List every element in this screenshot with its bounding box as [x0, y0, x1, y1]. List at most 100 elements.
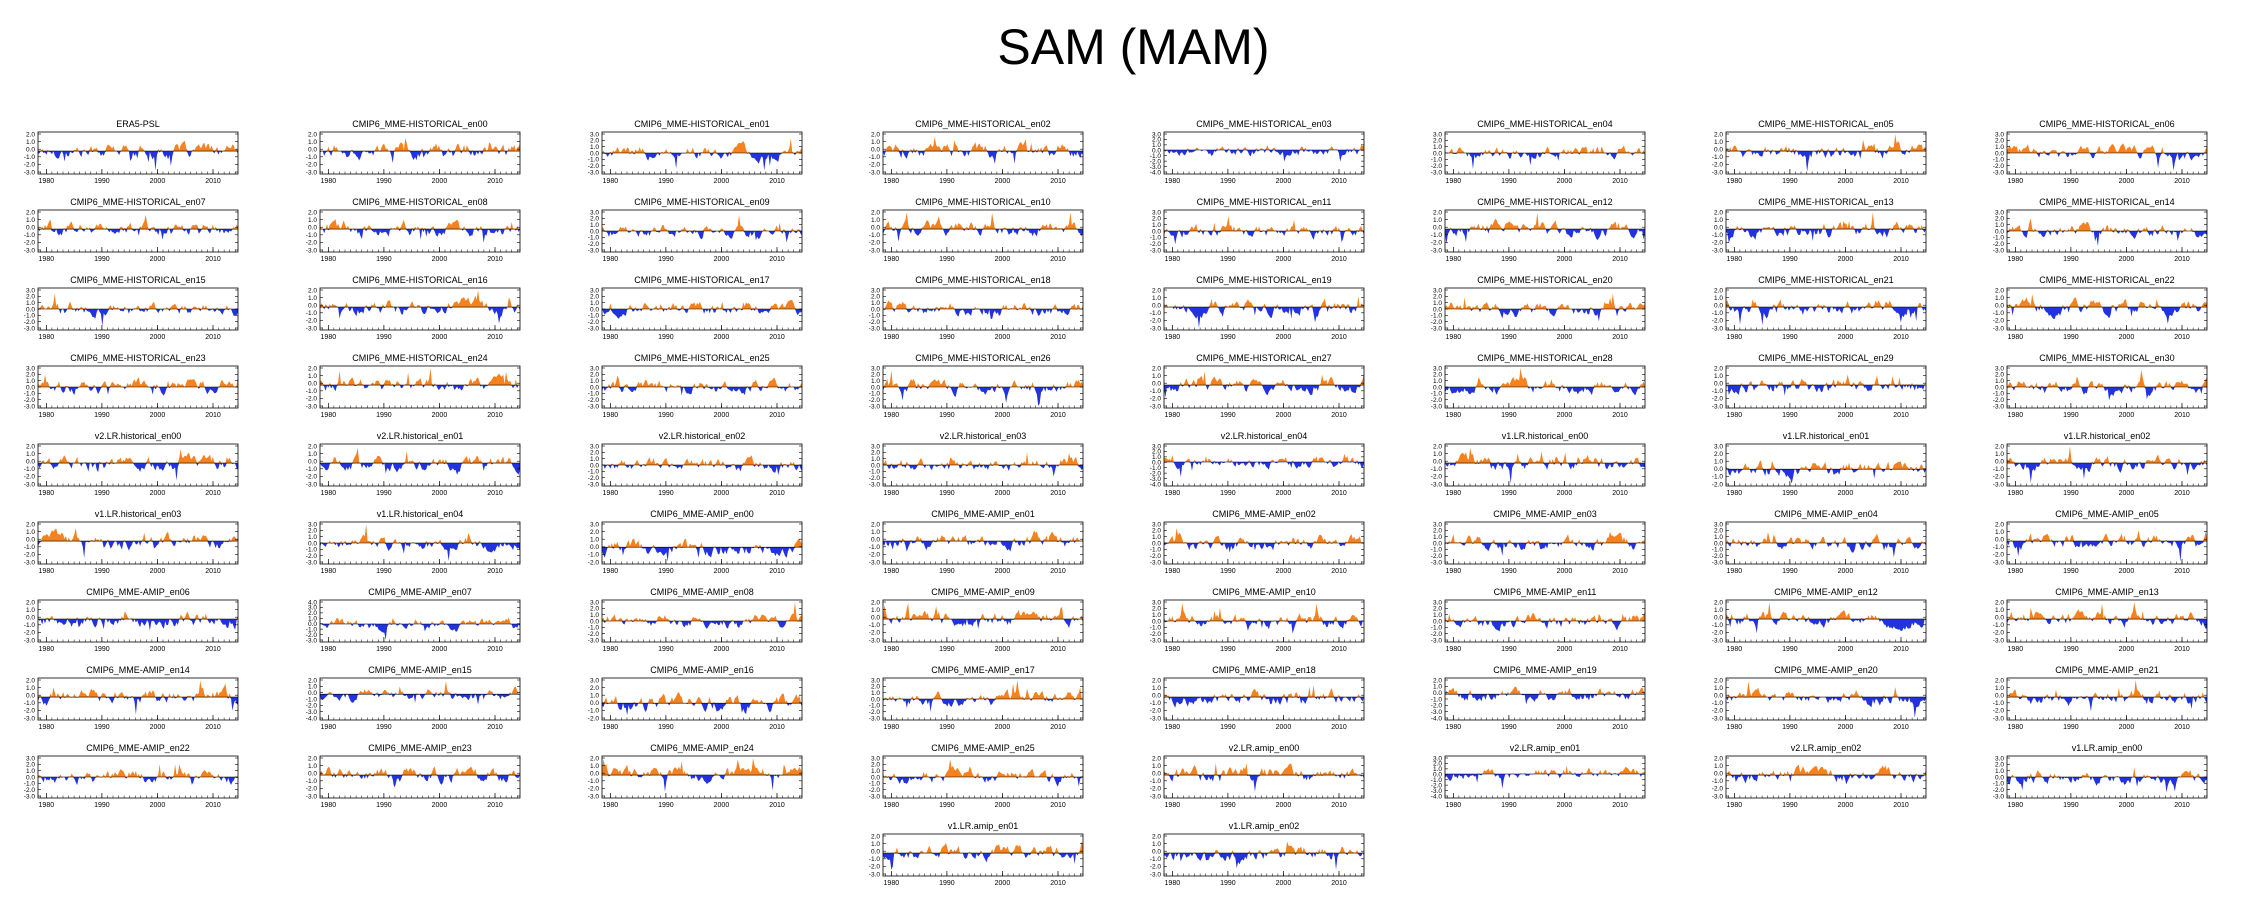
- x-tick-label: 1990: [2063, 256, 2079, 263]
- y-tick-label: -1.0: [588, 552, 600, 559]
- y-tick-label: -3.0: [1712, 793, 1724, 800]
- negative-area: [38, 151, 238, 171]
- chart-panel: v2.LR.historical_en012.01.00.0-1.0-2.0-3…: [306, 431, 520, 497]
- x-tick-label: 1990: [658, 724, 674, 731]
- x-tick-label: 2000: [150, 256, 166, 263]
- negative-area: [1445, 387, 1645, 396]
- positive-area: [602, 692, 802, 703]
- y-tick-label: -1.0: [588, 708, 600, 715]
- positive-area: [38, 374, 238, 387]
- y-tick-label: 2.0: [1714, 365, 1723, 372]
- x-tick-label: 1980: [321, 256, 337, 263]
- x-tick-label: 2000: [1276, 334, 1292, 341]
- positive-area: [883, 680, 1083, 699]
- panel-frame: [1164, 132, 1364, 174]
- positive-area: [1726, 681, 1926, 697]
- y-tick-label: 2.0: [308, 755, 317, 762]
- x-tick-label: 1990: [2063, 178, 2079, 185]
- chart-panel: v1.LR.historical_en022.01.00.0-1.0-2.0-3…: [1993, 431, 2207, 497]
- x-tick-label: 1990: [658, 178, 674, 185]
- panel-frame: [883, 600, 1083, 642]
- x-tick-label: 1980: [1727, 412, 1743, 419]
- x-tick-label: 1980: [603, 178, 619, 185]
- y-tick-label: 0.0: [1714, 693, 1723, 700]
- x-tick-label: 1990: [1782, 334, 1798, 341]
- y-tick-label: -3.0: [24, 247, 36, 254]
- positive-area: [320, 138, 520, 151]
- x-tick-label: 2000: [150, 490, 166, 497]
- y-tick-label: -3.0: [869, 637, 881, 644]
- positive-area: [38, 764, 238, 777]
- panel-title: CMIP6_MME-HISTORICAL_en05: [1758, 119, 1893, 129]
- y-tick-label: -3.0: [306, 481, 318, 488]
- x-tick-label: 2000: [1557, 490, 1573, 497]
- positive-area: [38, 611, 238, 619]
- y-tick-label: -1.0: [306, 232, 318, 239]
- x-tick-label: 2010: [487, 646, 503, 653]
- y-tick-label: -3.0: [1150, 325, 1162, 332]
- x-tick-label: 1980: [1446, 490, 1462, 497]
- x-tick-label: 2000: [714, 412, 730, 419]
- x-tick-label: 2000: [432, 178, 448, 185]
- x-tick-label: 2010: [487, 802, 503, 809]
- y-tick-label: 2.0: [1995, 677, 2004, 684]
- x-tick-label: 1980: [1727, 178, 1743, 185]
- y-tick-label: 1.0: [26, 139, 35, 146]
- positive-area: [602, 138, 802, 153]
- chart-panel: CMIP6_MME-HISTORICAL_en043.02.01.00.0-1.…: [1431, 119, 1645, 185]
- negative-area: [320, 543, 520, 561]
- positive-area: [320, 448, 520, 463]
- x-tick-label: 2000: [150, 568, 166, 575]
- y-tick-label: 0.0: [871, 615, 880, 622]
- y-tick-label: -3.0: [1712, 403, 1724, 410]
- x-tick-label: 2010: [1050, 724, 1066, 731]
- negative-area: [1164, 543, 1364, 552]
- x-tick-label: 2000: [995, 256, 1011, 263]
- y-tick-label: 1.0: [1152, 295, 1161, 302]
- y-tick-label: -1.0: [1431, 466, 1443, 473]
- chart-panel: v2.LR.historical_en033.02.01.00.0-1.0-2.…: [869, 431, 1083, 497]
- negative-area: [320, 463, 520, 475]
- y-tick-label: -2.0: [306, 396, 318, 403]
- y-tick-label: -1.0: [1993, 466, 2005, 473]
- x-tick-label: 2010: [487, 178, 503, 185]
- x-tick-label: 1980: [1446, 256, 1462, 263]
- chart-panel: CMIP6_MME-AMIP_en033.02.01.00.0-1.0-2.0-…: [1431, 509, 1645, 575]
- y-tick-label: 0.0: [1714, 303, 1723, 310]
- y-tick-label: 1.0: [308, 139, 317, 146]
- negative-area: [602, 775, 802, 792]
- chart-panel: CMIP6_MME-AMIP_en192.01.00.0-1.0-2.0-3.0…: [1431, 665, 1645, 731]
- x-tick-label: 2000: [995, 490, 1011, 497]
- x-tick-label: 1980: [321, 490, 337, 497]
- x-tick-label: 1990: [1501, 646, 1517, 653]
- chart-panel: CMIP6_MME-HISTORICAL_en192.01.00.0-1.0-2…: [1150, 275, 1364, 341]
- y-tick-label: 1.0: [1714, 763, 1723, 770]
- y-tick-label: -3.0: [588, 403, 600, 410]
- y-tick-label: -4.0: [1431, 793, 1443, 800]
- positive-area: [1726, 299, 1926, 307]
- panel-title: CMIP6_MME-HISTORICAL_en11: [1197, 197, 1332, 207]
- y-tick-label: -2.0: [24, 630, 36, 637]
- y-tick-label: -1.0: [1150, 388, 1162, 395]
- positive-area: [602, 300, 802, 309]
- negative-area: [1445, 309, 1645, 321]
- y-tick-label: -3.0: [1431, 169, 1443, 176]
- negative-area: [38, 777, 238, 785]
- y-tick-label: -3.0: [588, 169, 600, 176]
- y-tick-label: 1.0: [590, 537, 599, 544]
- x-tick-label: 2000: [150, 178, 166, 185]
- negative-area: [602, 703, 802, 715]
- panel-title: v1.LR.historical_en03: [95, 509, 182, 519]
- y-tick-label: -4.0: [306, 715, 318, 722]
- negative-area: [602, 621, 802, 629]
- negative-area: [1726, 775, 1926, 784]
- x-tick-label: 2010: [1612, 646, 1628, 653]
- panel-title: CMIP6_MME-HISTORICAL_en21: [1758, 275, 1893, 285]
- x-tick-label: 2010: [1050, 646, 1066, 653]
- negative-area: [1726, 619, 1926, 633]
- x-tick-label: 1980: [1446, 802, 1462, 809]
- panel-title: CMIP6_MME-AMIP_en02: [1212, 509, 1316, 519]
- panel-title: CMIP6_MME-HISTORICAL_en18: [915, 275, 1050, 285]
- x-tick-label: 2010: [769, 490, 785, 497]
- x-tick-label: 2000: [1557, 178, 1573, 185]
